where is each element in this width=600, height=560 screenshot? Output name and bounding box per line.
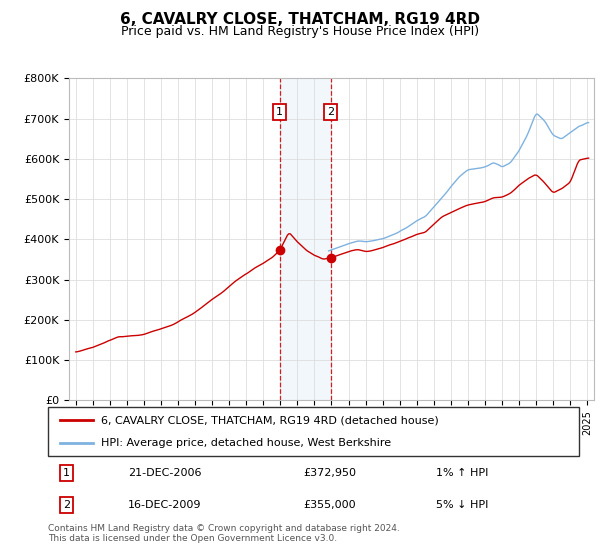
Text: 16-DEC-2009: 16-DEC-2009 [128, 500, 201, 510]
Text: 6, CAVALRY CLOSE, THATCHAM, RG19 4RD: 6, CAVALRY CLOSE, THATCHAM, RG19 4RD [120, 12, 480, 27]
FancyBboxPatch shape [48, 407, 579, 456]
Text: 1% ↑ HPI: 1% ↑ HPI [436, 468, 488, 478]
Text: £372,950: £372,950 [303, 468, 356, 478]
Text: 5% ↓ HPI: 5% ↓ HPI [436, 500, 488, 510]
Text: 21-DEC-2006: 21-DEC-2006 [128, 468, 201, 478]
Text: 1: 1 [276, 107, 283, 117]
Text: 1: 1 [63, 468, 70, 478]
Text: £355,000: £355,000 [303, 500, 356, 510]
Text: 6, CAVALRY CLOSE, THATCHAM, RG19 4RD (detached house): 6, CAVALRY CLOSE, THATCHAM, RG19 4RD (de… [101, 416, 439, 426]
Text: HPI: Average price, detached house, West Berkshire: HPI: Average price, detached house, West… [101, 438, 391, 448]
Text: Price paid vs. HM Land Registry's House Price Index (HPI): Price paid vs. HM Land Registry's House … [121, 25, 479, 38]
Text: 2: 2 [63, 500, 70, 510]
Text: 2: 2 [327, 107, 334, 117]
Text: Contains HM Land Registry data © Crown copyright and database right 2024.
This d: Contains HM Land Registry data © Crown c… [48, 524, 400, 543]
Bar [280, 78, 331, 400]
